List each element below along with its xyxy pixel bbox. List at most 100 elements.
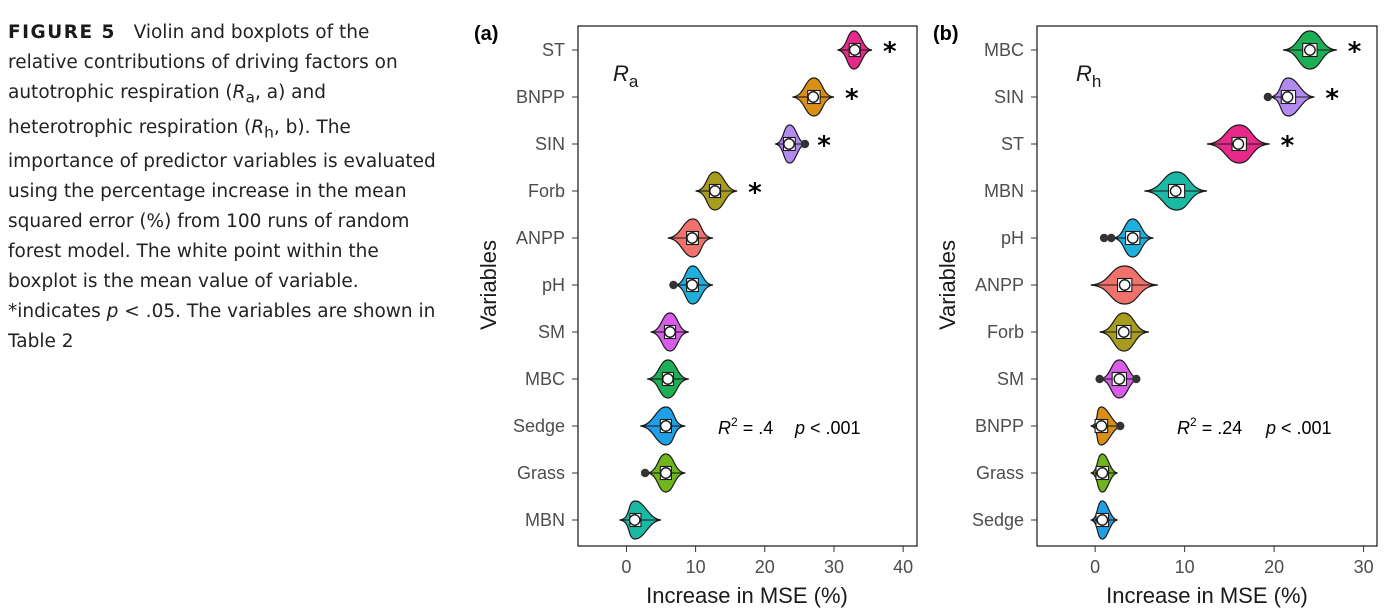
panel-a-x-tick-label: 20: [755, 557, 775, 577]
panel-a-y-tick-label: MBN: [525, 510, 565, 530]
figure-label: FIGURE 5: [8, 22, 116, 43]
panel-b-significance-star: *: [1348, 37, 1362, 67]
panel-b-mean-point: [1113, 373, 1126, 385]
panel-a-x-axis-title: Increase in MSE (%): [646, 583, 848, 608]
panel-a-y-axis-title: Variables: [476, 240, 501, 330]
caption-rh-symbol: R: [251, 116, 265, 138]
panel-b-violin-group: [1099, 218, 1154, 258]
panel-b-y-tick-label: pH: [1001, 228, 1024, 248]
panel-a-violin-group: *: [837, 30, 897, 70]
panel-a-mean-point: [659, 420, 672, 432]
panel-a-y-tick-label: Grass: [517, 463, 565, 483]
panel-b-violin-group: [1099, 312, 1149, 352]
panel-a-mean-point: [686, 232, 699, 244]
panel-b-y-tick-label: ANPP: [975, 275, 1024, 295]
panel-b-violin-group: *: [1263, 77, 1339, 117]
panel-a-mean-point: [659, 467, 672, 479]
panel-b-mean-point: [1118, 279, 1131, 291]
panel-b-mean-point: [1096, 514, 1109, 526]
panel-a-title-subscript: a: [629, 72, 639, 91]
caption-text-3: , b). The importance of predictor variab…: [8, 116, 436, 323]
panel-a-y-tick-label: MBC: [525, 369, 565, 389]
panel-a-violin-group: *: [774, 124, 831, 164]
panel-b-marks: * * *: [1090, 30, 1362, 540]
panel-b-plot-frame: [1036, 25, 1378, 547]
panel-a-y-tick-label: BNPP: [516, 87, 565, 107]
caption-text-1: Violin and boxplots of the relative cont…: [8, 22, 398, 103]
panel-b-y-tick-label: MBC: [984, 40, 1024, 60]
panel-a-ticks: 0 10 20 30 40 ST BNPP SIN Forb ANPP pH SM MBC Sedge Gr…: [513, 40, 913, 577]
panel-b-violin-group: [1144, 171, 1208, 211]
panel-b-outlier-point: [1107, 233, 1116, 243]
panel-b-y-tick-label: Forb: [987, 322, 1024, 342]
panel-a-significance-star: *: [845, 84, 859, 114]
panel-b-y-tick-label: BNPP: [975, 416, 1024, 436]
panel-b-r2-value: = .24: [1197, 418, 1243, 438]
panel-a-significance-star: *: [748, 178, 762, 208]
panel-b-violin-group: [1090, 406, 1125, 446]
panel-b-violin-group: [1090, 500, 1118, 540]
panel-a-title-symbol: R: [613, 61, 629, 86]
panel-b-r2-label: R: [1177, 418, 1190, 438]
panel-a-y-tick-label: Sedge: [513, 416, 565, 436]
panel-a-violin-group: [640, 453, 686, 493]
panel-b-y-tick-label: SM: [997, 369, 1024, 389]
panel-b: (b) Rh 0 10 20 30 MBC SIN ST MBN pH ANPP Forb SM BNP…: [933, 23, 1378, 608]
panel-b-x-tick-label: 0: [1090, 557, 1100, 577]
panel-b-outlier-point: [1095, 374, 1104, 384]
caption-p-symbol: p: [106, 301, 119, 323]
panel-a-mean-point: [662, 373, 674, 385]
panel-b-mean-point: [1232, 138, 1245, 150]
caption-rh-subscript: h: [264, 123, 274, 142]
panel-b-mean-point: [1126, 232, 1139, 244]
panel-b-y-tick-label: SIN: [994, 87, 1024, 107]
panel-b-mean-point: [1281, 91, 1294, 103]
panel-a-y-tick-label: SM: [538, 322, 565, 342]
panel-b-p-annotation: p < .001: [1265, 418, 1332, 438]
panel-a-y-tick-label: ANPP: [516, 228, 565, 248]
caption-ra-symbol: R: [232, 82, 246, 103]
panel-a-violin-group: *: [695, 171, 762, 211]
panel-a-violin-group: [640, 406, 686, 446]
panel-b-ticks: 0 10 20 30 MBC SIN ST MBN pH ANPP Forb SM BNPP Grass S…: [972, 40, 1374, 577]
panel-b-violin-group: [1090, 453, 1118, 493]
panel-a-p-label: p: [794, 418, 805, 438]
panel-b-significance-star: *: [1281, 131, 1295, 161]
panel-b-title: Rh: [1076, 61, 1101, 91]
panel-b-x-tick-label: 10: [1175, 557, 1195, 577]
panel-a-y-tick-label: pH: [542, 275, 565, 295]
panel-a-marks: * * * *: [619, 30, 897, 540]
panel-a-mean-point: [664, 326, 676, 338]
panel-b-outlier-point: [1099, 233, 1109, 243]
panel-b-x-tick-label: 20: [1264, 557, 1284, 577]
panel-b-tag: (b): [933, 23, 959, 45]
panel-b-p-label: p: [1265, 418, 1276, 438]
caption-text-2: , a) and heterotrophic respiration (: [8, 82, 326, 138]
panel-b-significance-star: *: [1325, 84, 1339, 114]
panel-a-x-tick-label: 10: [686, 557, 706, 577]
panel-a-mean-point: [807, 91, 820, 103]
panel-b-mean-point: [1096, 467, 1109, 479]
panel-a-r2-label: R: [718, 418, 731, 438]
caption-text-4: < .05. The variables are shown in Table …: [8, 301, 436, 353]
panel-a-mean-point: [709, 185, 721, 197]
figure-caption: FIGURE 5 Violin and boxplots of the rela…: [8, 18, 438, 357]
panel-a-y-tick-label: Forb: [528, 181, 565, 201]
panel-a-violin-group: [667, 218, 714, 258]
panel-a-title: Ra: [613, 61, 639, 91]
panel-b-y-tick-label: Sedge: [972, 510, 1024, 530]
panel-a-r2-annotation: R2 = .4: [718, 415, 773, 438]
panel-a-mean-point: [848, 44, 861, 56]
panel-b-violin-group: [1095, 359, 1141, 399]
panel-a-x-tick-label: 0: [621, 557, 631, 577]
panel-a-mean-point: [686, 279, 699, 291]
panel-a-mean-point: [628, 514, 641, 526]
panel-a-r2-value: = .4: [738, 418, 774, 438]
panel-b-outlier-point: [1116, 421, 1125, 431]
panel-b-x-tick-label: 30: [1354, 557, 1374, 577]
panel-a-outlier-point: [640, 468, 650, 478]
panel-b-y-tick-label: Grass: [976, 463, 1024, 483]
panel-b-violin-group: *: [1282, 30, 1362, 70]
panel-a-tag: (a): [474, 23, 498, 45]
panel-b-y-axis-title: Variables: [935, 240, 960, 330]
